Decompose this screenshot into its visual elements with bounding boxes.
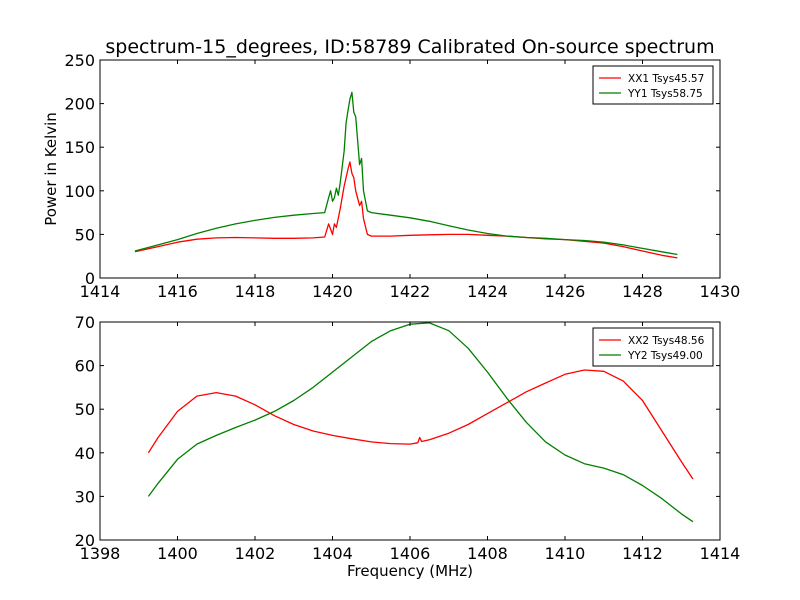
series-line-2-1	[147, 369, 694, 480]
chart-title: spectrum-15_degrees, ID:58789 Calibrated…	[105, 36, 714, 58]
x-tick-label: 1408	[467, 544, 508, 563]
x-tick-label: 1410	[545, 544, 586, 563]
x-tick-label: 1424	[467, 282, 508, 301]
chart-panel-2: 1398 1400 1402 1404 1406 1408 1410 1412 1414 20 30…	[75, 313, 741, 580]
legend-box	[592, 65, 714, 105]
y-tick-label: 60	[75, 357, 95, 376]
y-tick-label: 70	[75, 313, 95, 332]
y-tick-label: 0	[85, 269, 95, 288]
y-tick-label: 250	[64, 51, 95, 70]
x-tick-label: 1418	[235, 282, 276, 301]
chart-panel-1: 1414 1416 1418 1420 1422 1424 1426 1428 1430 0 50 1…	[42, 51, 740, 301]
legend-label: YY2 Tsys49.00	[627, 350, 703, 362]
x-axis-title: Frequency (MHz)	[347, 562, 473, 580]
x-tick-label: 1416	[157, 282, 198, 301]
x-tick-label: 1398	[80, 544, 121, 563]
x-tick-label: 1402	[235, 544, 276, 563]
legend-label: XX2 Tsys48.56	[628, 335, 705, 347]
series-line-1-1	[134, 161, 678, 259]
x-tick-label: 1412	[622, 544, 663, 563]
legend-label: YY1 Tsys58.75	[627, 88, 703, 100]
y-tick-label: 40	[75, 444, 95, 463]
y-tick-label: 50	[75, 225, 95, 244]
y-tick-label: 200	[64, 95, 95, 114]
y-tick-label: 30	[75, 487, 95, 506]
x-tick-label: 1428	[622, 282, 663, 301]
y-tick-label: 20	[75, 531, 95, 550]
series-line-2-2	[147, 322, 694, 523]
x-tick-label: 1422	[390, 282, 431, 301]
x-tick-label: 1430	[700, 282, 741, 301]
x-tick-label: 1414	[80, 282, 121, 301]
legend-label: XX1 Tsys45.57	[628, 73, 704, 85]
legend-box	[592, 327, 714, 367]
x-tick-label: 1414	[700, 544, 741, 563]
series-line-1-2	[134, 91, 678, 256]
x-tick-label: 1406	[390, 544, 431, 563]
y-tick-label: 150	[64, 138, 95, 157]
y-tick-label: 50	[75, 400, 95, 419]
x-tick-label: 1420	[312, 282, 353, 301]
legend: XX2 Tsys48.56 YY2 Tsys49.00	[592, 327, 714, 367]
x-tick-label: 1426	[545, 282, 586, 301]
y-tick-label: 100	[64, 182, 95, 201]
x-tick-label: 1400	[157, 544, 198, 563]
legend: XX1 Tsys45.57 YY1 Tsys58.75	[592, 65, 714, 105]
x-tick-label: 1404	[312, 544, 353, 563]
y-axis-title: Power in Kelvin	[42, 112, 60, 226]
